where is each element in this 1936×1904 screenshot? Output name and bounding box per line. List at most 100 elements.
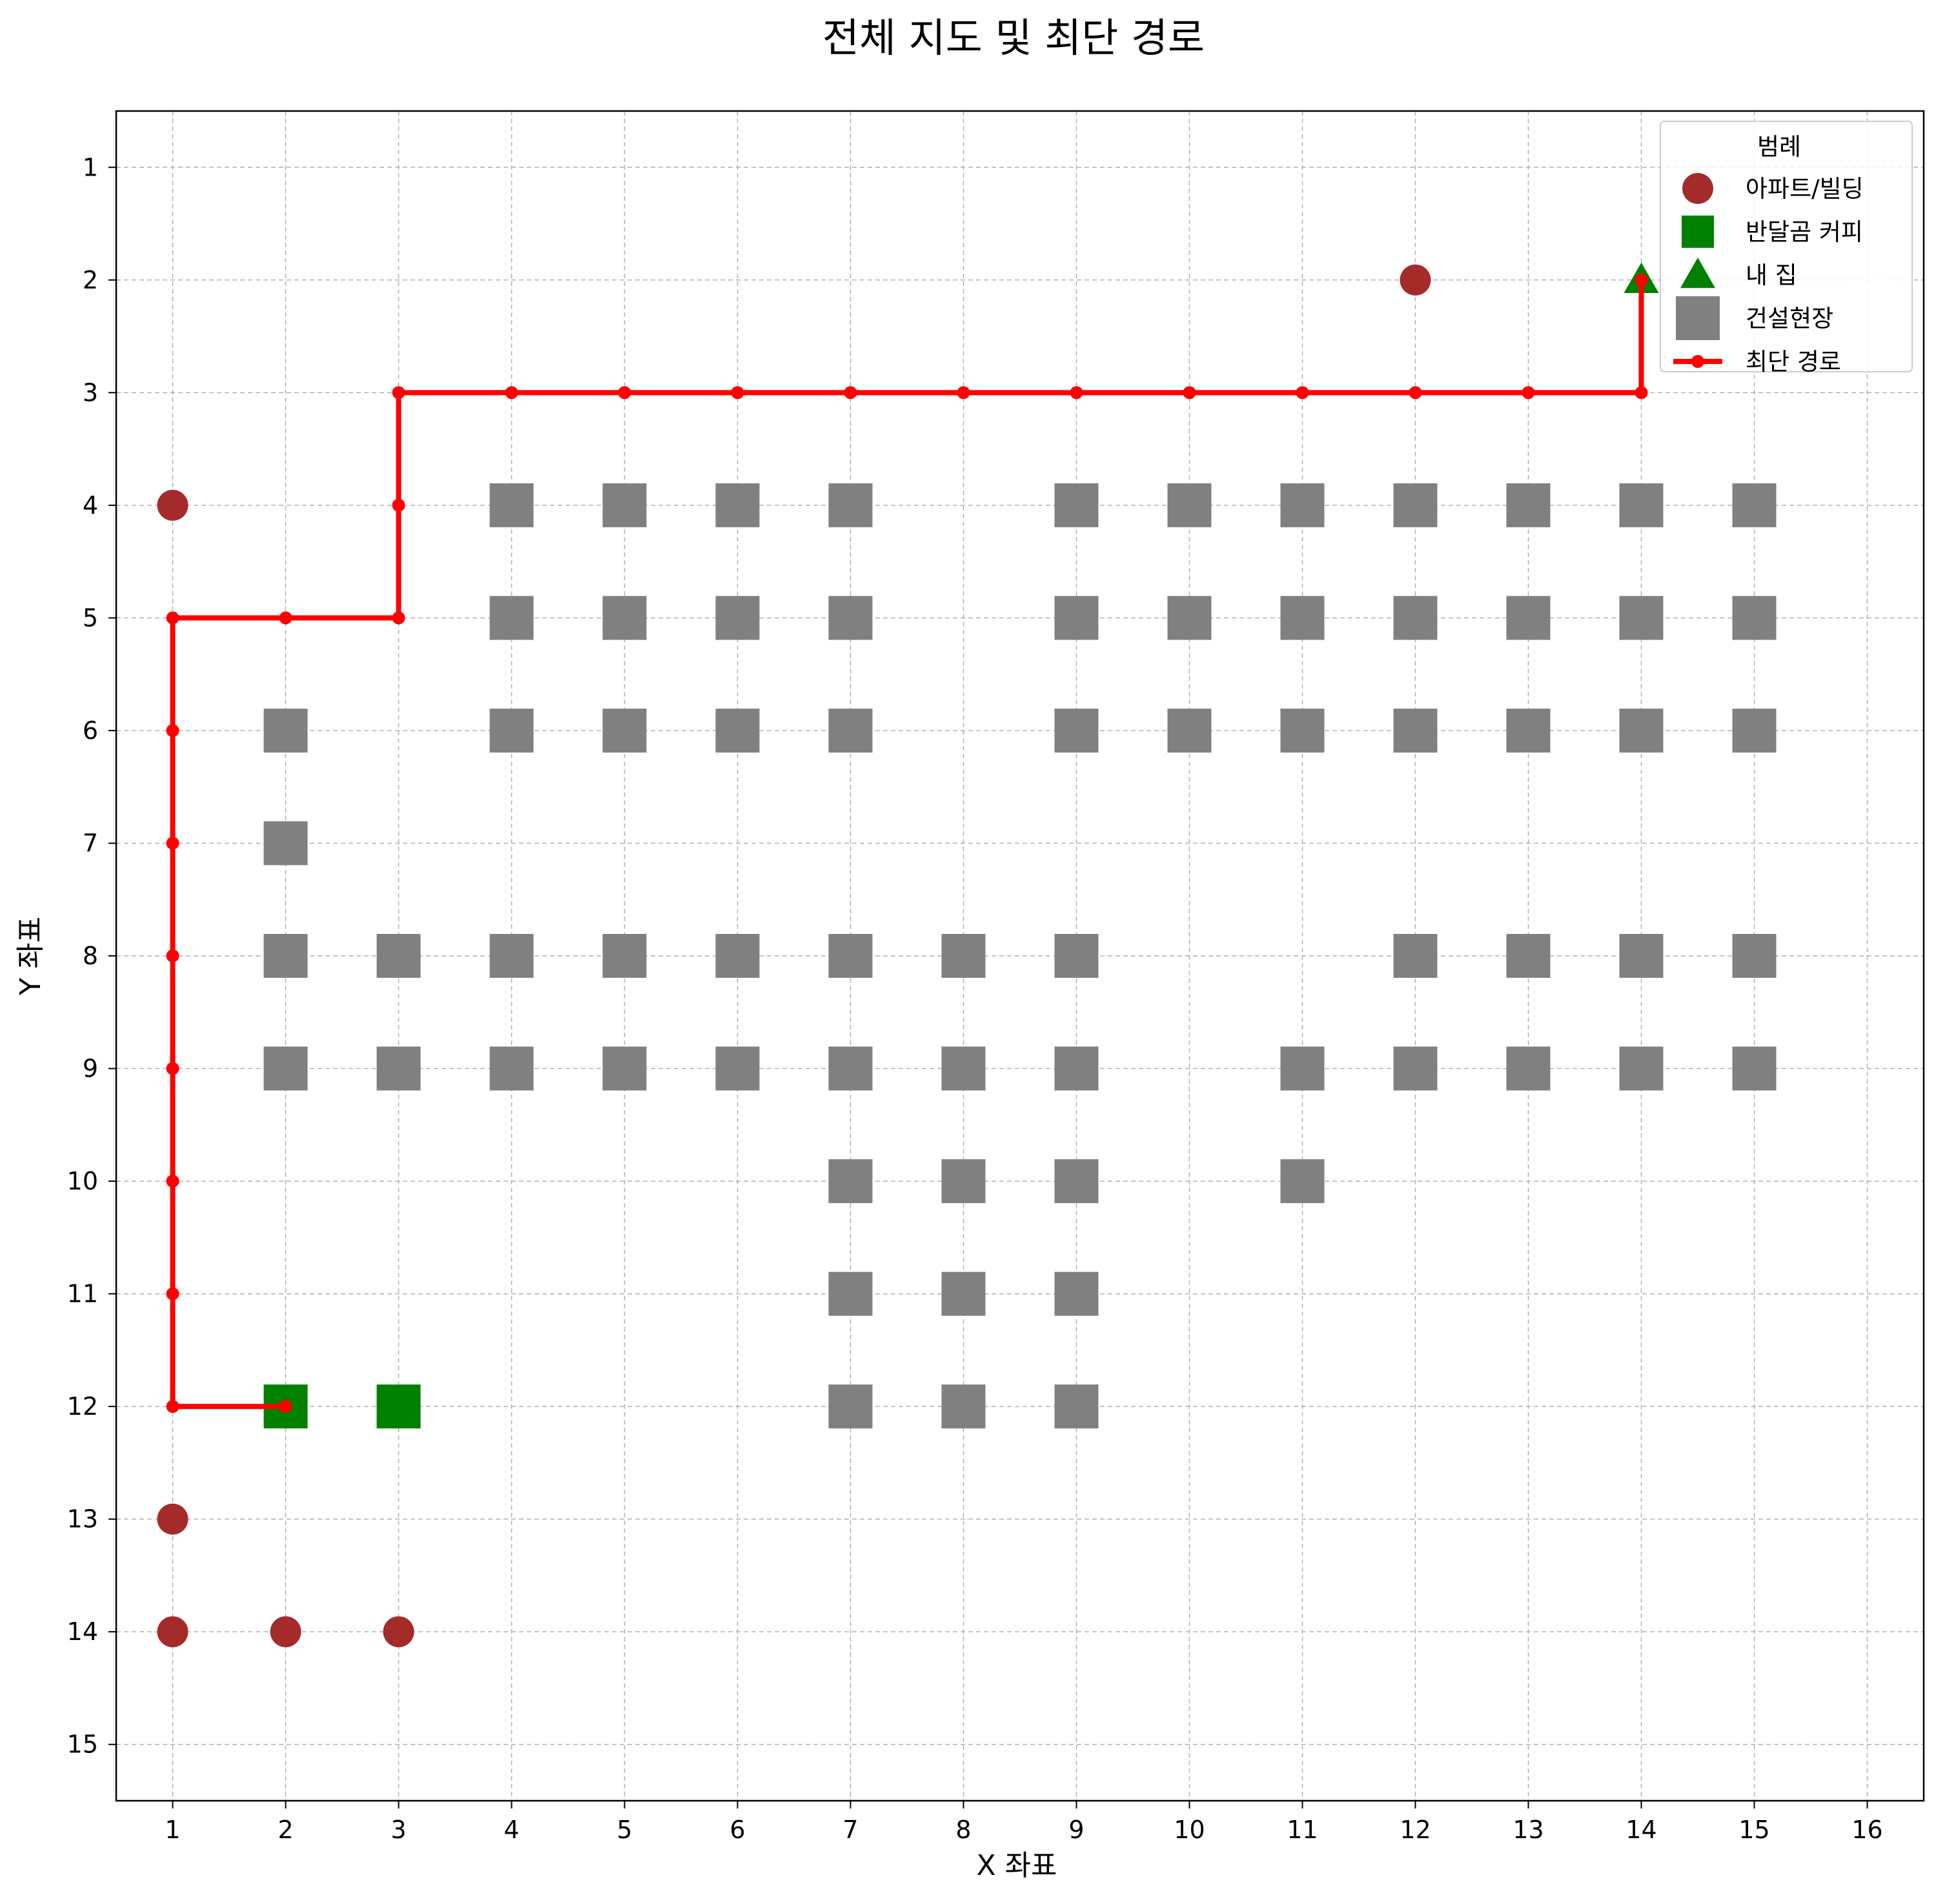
route-point <box>392 386 405 400</box>
legend-label: 반달곰 커피 <box>1746 218 1863 246</box>
legend-circle-swatch <box>1682 173 1713 204</box>
x-tick-label: 12 <box>1400 1816 1431 1844</box>
x-tick-label: 13 <box>1513 1816 1544 1844</box>
route-point <box>618 386 631 400</box>
x-tick-label: 9 <box>1068 1816 1084 1844</box>
x-tick-label: 14 <box>1625 1816 1656 1844</box>
route-point <box>1635 273 1648 287</box>
x-tick-label: 8 <box>955 1816 971 1844</box>
construction-marker <box>1054 1159 1099 1204</box>
construction-marker <box>1506 934 1551 978</box>
construction-marker <box>263 821 308 866</box>
construction-marker <box>828 708 873 753</box>
construction-marker <box>1393 708 1438 753</box>
construction-marker <box>1054 934 1099 978</box>
construction-marker <box>1619 708 1664 753</box>
construction-marker <box>1054 596 1099 640</box>
building-marker <box>157 489 189 521</box>
construction-marker <box>1732 483 1777 527</box>
construction-marker <box>715 483 760 527</box>
legend-item: 최단 경로 <box>1673 348 1841 376</box>
route-point <box>1296 386 1309 400</box>
legend-label: 아파트/빌딩 <box>1746 175 1864 203</box>
construction-marker <box>1506 1046 1551 1091</box>
y-tick-label: 5 <box>83 603 98 632</box>
route-point <box>392 611 405 625</box>
x-tick-label: 11 <box>1287 1816 1318 1844</box>
construction-marker <box>1054 1271 1099 1316</box>
construction-marker <box>1054 1046 1099 1091</box>
construction-marker <box>1619 483 1664 527</box>
y-tick-label: 10 <box>67 1167 98 1195</box>
x-axis-ticks: 1 2 3 4 5 6 7 8 9 10 11 12 13 14 15 16 <box>165 1801 1883 1844</box>
x-tick-label: 10 <box>1174 1816 1205 1844</box>
legend-item: 반달곰 커피 <box>1682 216 1863 248</box>
construction-marker <box>828 1271 873 1316</box>
y-tick-label: 4 <box>83 491 98 520</box>
construction-marker <box>1619 934 1664 978</box>
construction-marker <box>1280 1046 1325 1091</box>
route-point <box>166 611 179 625</box>
construction-marker <box>941 934 986 978</box>
route-point <box>279 1400 292 1413</box>
x-tick-label: 4 <box>504 1816 519 1844</box>
route-point <box>1522 386 1535 400</box>
construction-marker <box>1506 483 1551 527</box>
construction-marker <box>941 1159 986 1204</box>
construction-marker <box>1054 1384 1099 1429</box>
construction-marker <box>1619 596 1664 640</box>
construction-marker <box>1167 483 1212 527</box>
construction-marker <box>1732 1046 1777 1091</box>
construction-marker <box>376 934 421 978</box>
route-point <box>957 386 970 400</box>
cafe-marker <box>376 1384 421 1429</box>
construction-marker <box>1167 708 1212 753</box>
route-point <box>505 386 518 400</box>
y-tick-label: 8 <box>83 942 98 970</box>
construction-marker <box>1393 596 1438 640</box>
construction-marker <box>715 596 760 640</box>
x-tick-label: 16 <box>1851 1816 1882 1844</box>
route-point <box>1183 386 1196 400</box>
construction-marker <box>1054 483 1099 527</box>
legend-point-swatch <box>1691 355 1704 368</box>
construction-marker <box>602 708 647 753</box>
legend-title: 범례 <box>1757 133 1801 161</box>
x-tick-label: 15 <box>1738 1816 1769 1844</box>
y-tick-label: 6 <box>83 716 98 745</box>
construction-marker <box>602 596 647 640</box>
construction-marker <box>1732 934 1777 978</box>
series-layer <box>157 262 1777 1648</box>
x-tick-label: 5 <box>616 1816 632 1844</box>
construction-marker <box>1280 483 1325 527</box>
x-tick-label: 6 <box>729 1816 745 1844</box>
route-point <box>1409 386 1422 400</box>
construction-marker <box>715 1046 760 1091</box>
legend-label: 내 집 <box>1746 261 1797 289</box>
construction-marker <box>828 483 873 527</box>
y-tick-label: 1 <box>83 153 98 181</box>
route-point <box>166 836 179 850</box>
building-marker <box>270 1616 301 1648</box>
construction-marker <box>941 1046 986 1091</box>
legend-box <box>1660 121 1913 372</box>
construction-marker <box>1054 708 1099 753</box>
legend-label: 최단 경로 <box>1746 348 1841 376</box>
construction-marker <box>602 1046 647 1091</box>
x-axis-label: X 좌표 <box>976 1849 1057 1882</box>
building-marker <box>157 1503 189 1535</box>
legend-triangle-swatch <box>1680 258 1715 289</box>
construction-marker <box>489 483 534 527</box>
y-tick-label: 15 <box>67 1730 98 1759</box>
building-marker <box>383 1616 414 1648</box>
construction-marker <box>1619 1046 1664 1091</box>
construction-marker <box>1506 596 1551 640</box>
construction-marker <box>489 708 534 753</box>
construction-marker <box>489 1046 534 1091</box>
construction-marker <box>1393 934 1438 978</box>
construction-marker <box>828 596 873 640</box>
y-tick-label: 12 <box>67 1392 98 1421</box>
construction-marker <box>1280 708 1325 753</box>
